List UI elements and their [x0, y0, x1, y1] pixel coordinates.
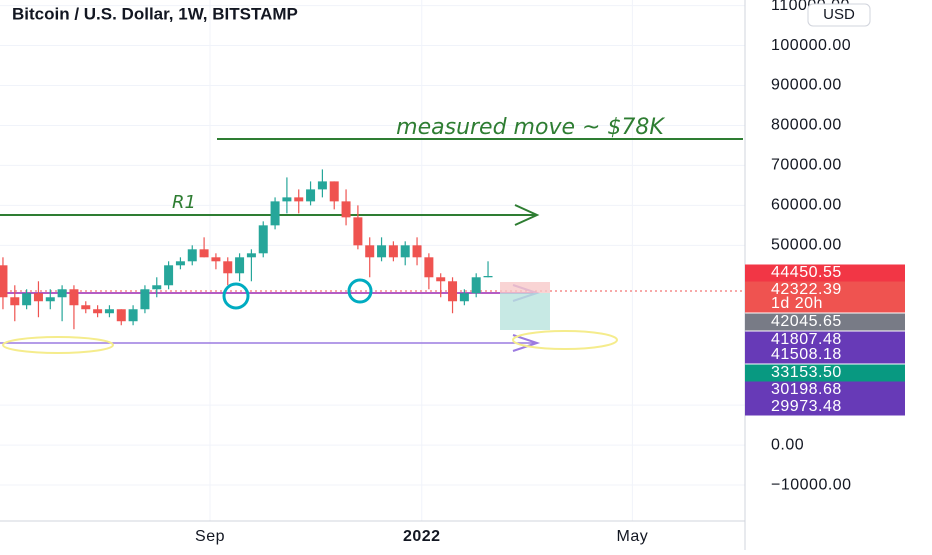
candle-body [353, 217, 363, 246]
candle-body [388, 245, 398, 258]
price-label-bg [745, 281, 905, 299]
candle-body [187, 249, 197, 262]
candle-body [211, 257, 221, 262]
candle-body [45, 297, 55, 302]
x-tick-label: May [617, 528, 649, 545]
price-label: 1d 20h [771, 295, 823, 312]
candle-body [152, 285, 162, 290]
price-label: 44450.55 [771, 264, 842, 281]
annotation: measured move ~ $78K [396, 115, 665, 140]
candle-body [57, 289, 67, 298]
candle-body [377, 245, 387, 258]
candle-body [258, 225, 268, 254]
currency-button[interactable] [807, 3, 871, 27]
candle-body [365, 245, 375, 258]
highlight [512, 330, 618, 350]
currency-label: USD [823, 6, 855, 23]
candle-body [116, 309, 126, 322]
candle-body [10, 297, 20, 306]
candle-body [400, 245, 410, 258]
price-label-bg [745, 264, 905, 282]
candle-body [317, 181, 327, 190]
candle-body [33, 293, 43, 302]
price-label: 42322.39 [771, 281, 842, 298]
reward-zone [500, 293, 550, 330]
price-label-bg [745, 381, 905, 399]
arrow [514, 204, 540, 226]
price-label: 42045.65 [771, 313, 842, 330]
y-tick-label: 0.00 [771, 436, 804, 453]
risk-zone [500, 282, 550, 293]
price-label: 33153.50 [771, 364, 842, 381]
candle-body [69, 289, 79, 306]
candle-body [341, 201, 351, 218]
candle-body [483, 275, 493, 278]
candle-body [22, 293, 32, 306]
x-tick-label: Sep [195, 528, 225, 545]
price-label: 30198.68 [771, 381, 842, 398]
candle-body [93, 309, 103, 314]
candle-body [128, 309, 138, 322]
candle-body [0, 265, 8, 298]
candle-body [81, 305, 91, 310]
candle-body [199, 249, 209, 258]
candle-body [459, 293, 469, 302]
grid [0, 0, 745, 521]
price-label-bg [745, 313, 905, 331]
candle-body [306, 189, 316, 202]
y-tick-label: 50000.00 [771, 237, 842, 254]
candle-body [282, 197, 292, 202]
highlight [222, 282, 250, 310]
y-tick-label: −10000.00 [771, 476, 852, 493]
candle-body [104, 309, 114, 314]
candle-body [329, 181, 339, 202]
candle-body [175, 261, 185, 266]
price-label: 41807.48 [771, 331, 842, 348]
candle-body [448, 281, 458, 302]
y-tick-label: 60000.00 [771, 197, 842, 214]
highlight [2, 336, 114, 354]
candle-body [140, 289, 150, 310]
y-tick-label: 90000.00 [771, 77, 842, 94]
price-label: 41508.18 [771, 346, 842, 363]
annotation: R1 [172, 192, 196, 213]
price-label-bg [745, 331, 905, 349]
price-label-bg [745, 398, 905, 416]
y-tick-label: 70000.00 [771, 157, 842, 174]
axes: 110000.00100000.0090000.0080000.0070000.… [195, 0, 905, 545]
candles [0, 169, 493, 330]
candle-body [270, 201, 280, 226]
price-label-bg [745, 364, 905, 382]
price-label-bg [745, 295, 905, 313]
candle-body [412, 245, 422, 258]
chart-title: Bitcoin / U.S. Dollar, 1W, BITSTAMP [12, 4, 298, 23]
candle-body [294, 197, 304, 202]
y-tick-label: 100000.00 [771, 37, 851, 54]
price-label: 29973.48 [771, 398, 842, 415]
candle-body [246, 253, 256, 258]
arrow [512, 334, 541, 352]
candle-body [471, 277, 481, 294]
candle-body [235, 257, 245, 274]
highlight [347, 278, 373, 304]
candle-body [436, 277, 446, 282]
y-tick-label: 80000.00 [771, 117, 842, 134]
candle-body [424, 257, 434, 278]
x-tick-label: 2022 [403, 528, 441, 545]
price-label-bg [745, 346, 905, 364]
candle-body [164, 265, 174, 286]
candle-body [223, 261, 233, 274]
